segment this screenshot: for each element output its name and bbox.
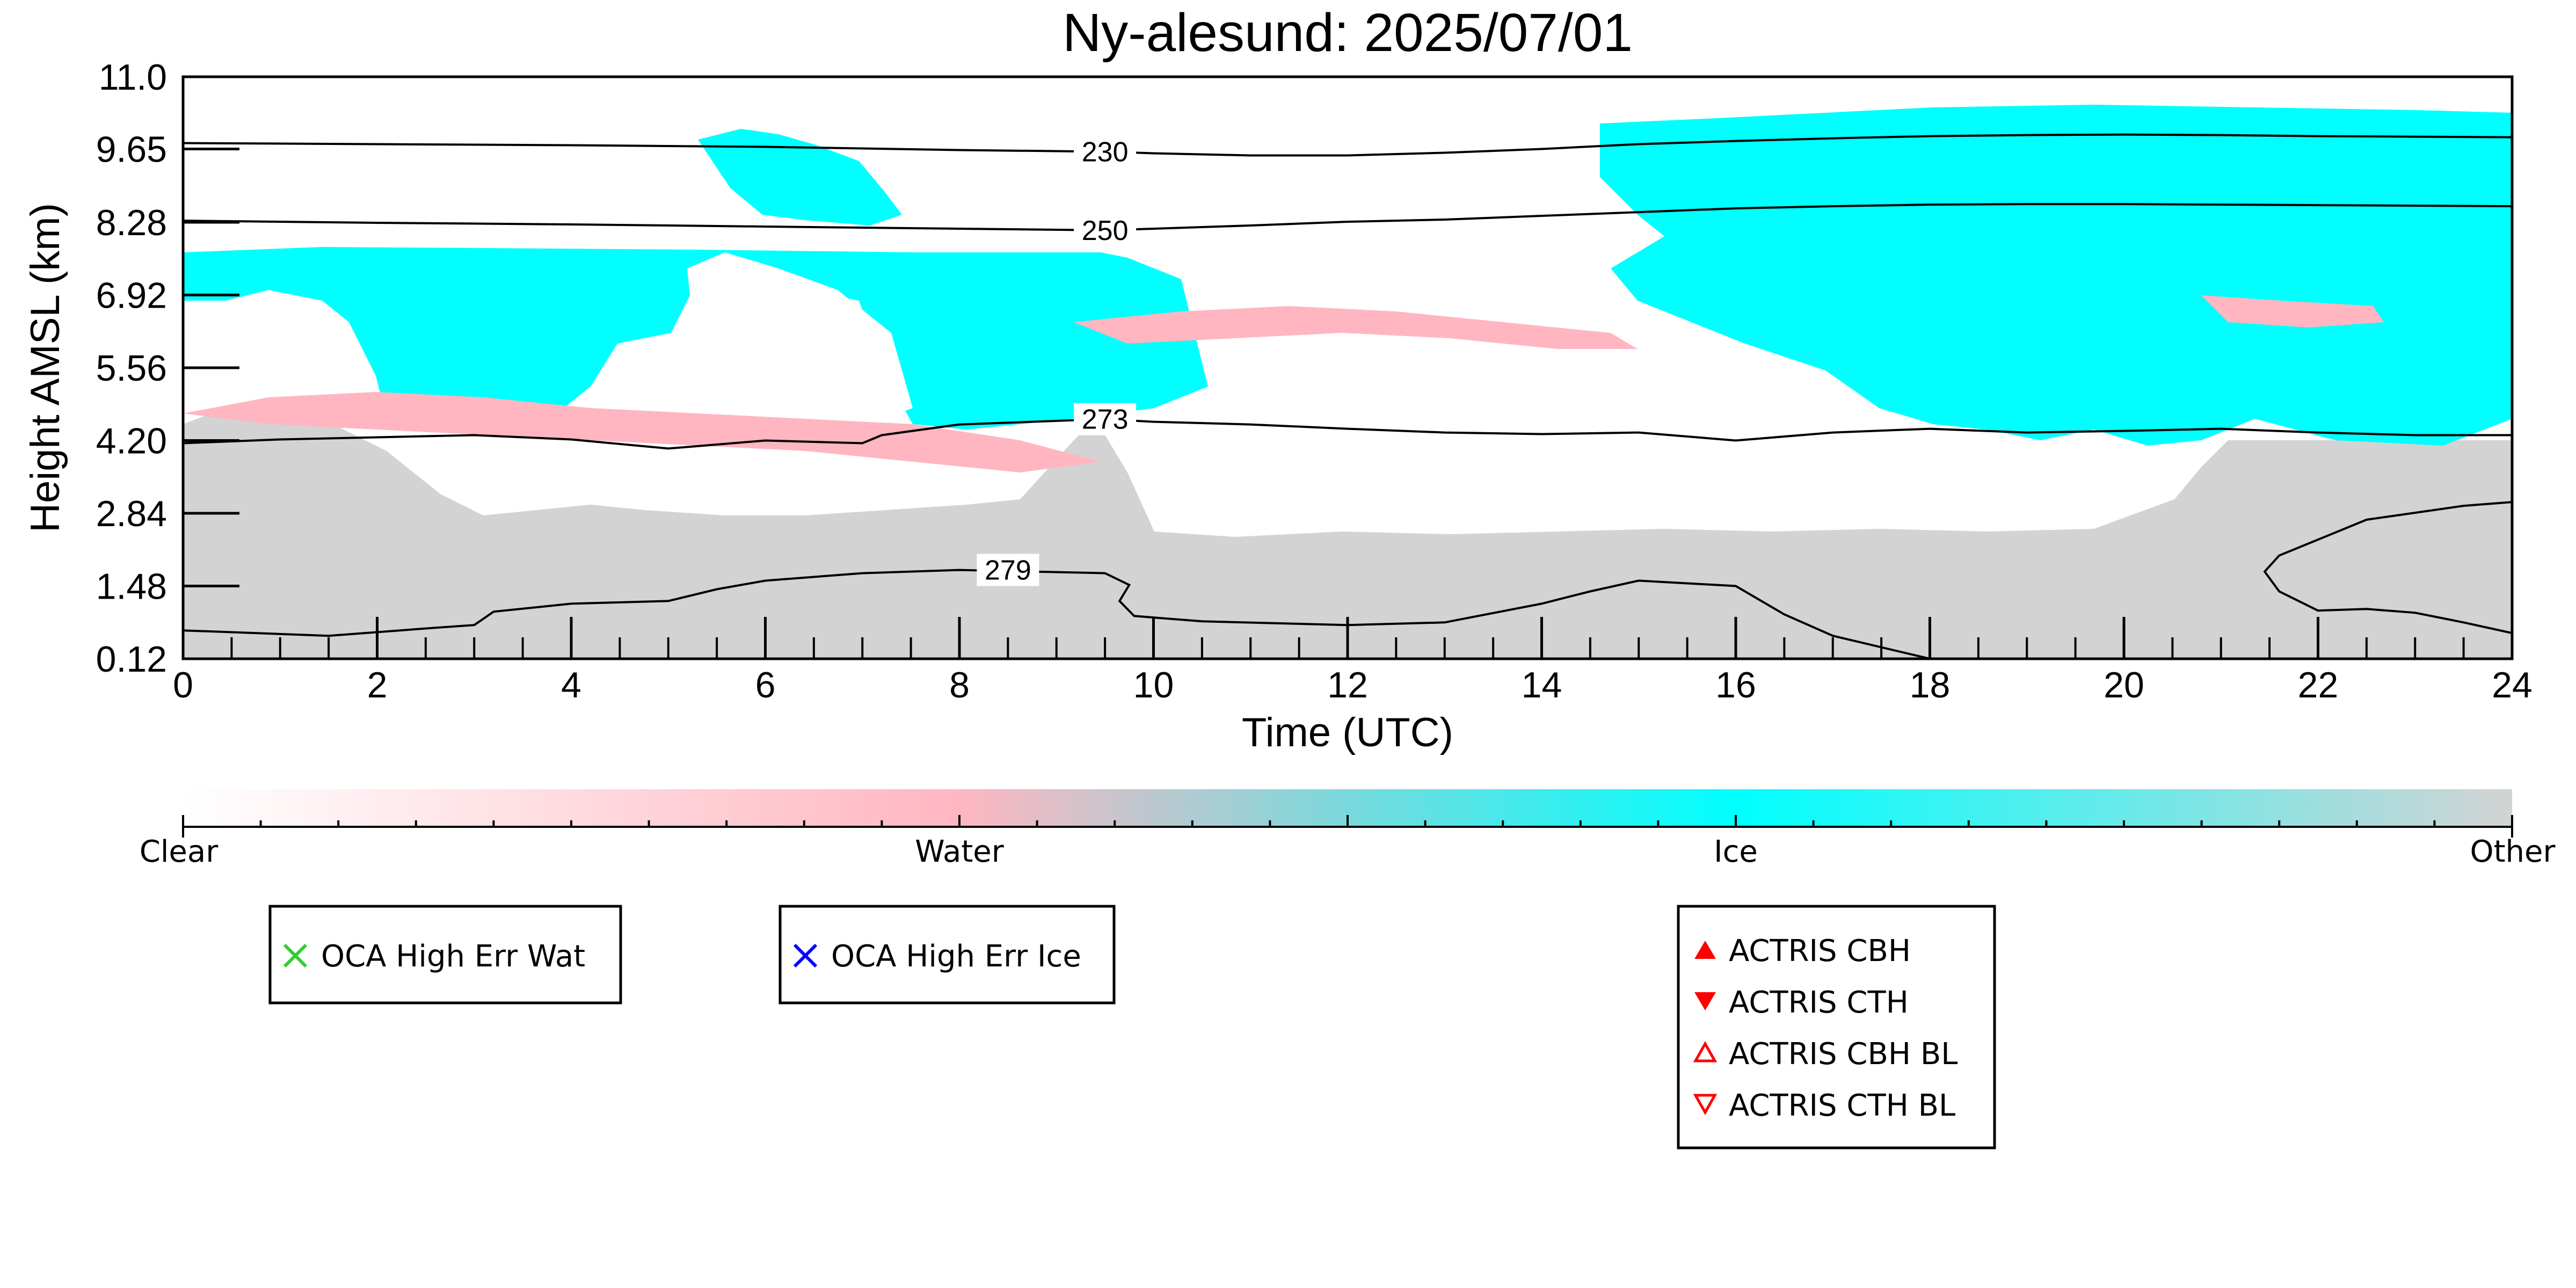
legend-label-actris-cth-bl: ACTRIS CTH BL	[1729, 1088, 1955, 1123]
x-tick-label: 8	[949, 665, 970, 705]
contour-line-279	[183, 569, 1930, 659]
temperature-contours	[183, 133, 2512, 659]
contour-label-273: 273	[1082, 404, 1129, 435]
legend-label-oca-water: OCA High Err Wat	[321, 939, 585, 974]
colorbar-label-clear: Clear	[140, 834, 219, 869]
contour-line-extra-4	[2263, 501, 2512, 635]
legend-label-actris-cbh-bl: ACTRIS CBH BL	[1729, 1037, 1958, 1072]
y-tick-label: 6.92	[96, 275, 167, 316]
region-water-low	[183, 392, 1101, 472]
y-tick-label: 8.28	[96, 202, 167, 243]
x-tick-label: 14	[1522, 665, 1562, 705]
legend-box	[778, 905, 1116, 1005]
legend-label-actris-cth: ACTRIS CTH	[1729, 985, 1909, 1020]
region-other-lower	[183, 408, 2512, 659]
x-tick-label: 10	[1133, 665, 1174, 705]
contour-label-279: 279	[985, 555, 1031, 586]
colorbar-label-ice: Ice	[1714, 834, 1758, 869]
filled-up-triangle-icon	[1694, 941, 1716, 959]
contour-label-bg	[1074, 135, 1137, 168]
region-ice-upper-left	[698, 129, 902, 225]
contour-line-250	[183, 203, 2512, 231]
legend-label-oca-ice: OCA High Err Ice	[831, 939, 1081, 974]
legend-label-actris-cbh: ACTRIS CBH	[1729, 934, 1911, 969]
contour-line-230	[183, 133, 2512, 157]
contour-label-bg	[1074, 403, 1137, 435]
region-water-upper	[1074, 306, 1638, 349]
colorbar-label-other: Other	[2470, 834, 2556, 869]
contour-label-bg	[1074, 214, 1137, 246]
contour-label-bg	[977, 554, 1039, 586]
x-tick-label: 12	[1327, 665, 1368, 705]
region-ice-mid	[183, 247, 1208, 430]
x-tick-label: 6	[755, 665, 776, 705]
colorbar: Clear Water Ice Other	[140, 789, 2556, 869]
region-water-right	[2201, 295, 2384, 328]
chart-title: Ny-alesund: 2025/07/01	[1063, 3, 1633, 63]
x-tick-label: 18	[1910, 665, 1951, 705]
legend-actris: ACTRIS CBH ACTRIS CTH ACTRIS CBH BL ACTR…	[1677, 905, 1996, 1149]
x-tick-label: 2	[367, 665, 388, 705]
legend-oca-ice: OCA High Err Ice	[778, 905, 1116, 1005]
x-tick-label: 20	[2104, 665, 2144, 705]
region-clear-gap	[687, 252, 913, 424]
y-tick-label: 5.56	[96, 348, 167, 389]
x-tick-label: 0	[173, 665, 193, 705]
y-tick-label: 1.48	[96, 566, 167, 607]
y-tick-label: 2.84	[96, 493, 167, 534]
x-tick-label: 16	[1715, 665, 1756, 705]
y-tick-label: 0.12	[96, 639, 167, 680]
contour-label-230: 230	[1082, 136, 1129, 168]
filled-down-triangle-icon	[1694, 992, 1716, 1010]
contour-line-273	[183, 418, 2512, 450]
x-tick-label: 4	[561, 665, 581, 705]
region-ice-right	[1600, 105, 2512, 446]
colorbar-label-water: Water	[915, 834, 1005, 869]
x-tick-label: 22	[2298, 665, 2339, 705]
y-tick-label: 11.0	[99, 57, 167, 98]
contour-labels: 230 250 273 279	[977, 135, 1137, 586]
open-up-triangle-icon	[1693, 1040, 1718, 1063]
contour-label-250: 250	[1082, 215, 1129, 246]
blue-x-marker-icon	[793, 943, 818, 968]
legend-box	[268, 905, 622, 1005]
classification-field	[183, 105, 2512, 659]
x-tick-label: 24	[2492, 665, 2533, 705]
green-x-marker-icon	[283, 943, 308, 968]
colorbar-ticks	[182, 815, 2513, 838]
legend-box	[1677, 905, 1996, 1149]
y-axis-label: Height AMSL (km)	[23, 203, 68, 533]
x-axis-label: Time (UTC)	[1242, 710, 1453, 755]
legend-oca-water: OCA High Err Wat	[268, 905, 622, 1005]
open-down-triangle-icon	[1693, 1094, 1718, 1116]
y-tick-label: 4.20	[96, 421, 167, 462]
y-tick-label: 9.65	[96, 129, 167, 170]
y-axis: 0.12 1.48 2.84 4.20 5.56 6.92 8.28 9.65 11.0	[96, 57, 239, 680]
x-axis: 0 2 4 6 8 10 12 14 16 18 20 22 24	[173, 617, 2533, 705]
